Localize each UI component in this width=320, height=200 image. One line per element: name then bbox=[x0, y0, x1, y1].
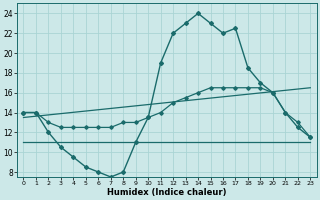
X-axis label: Humidex (Indice chaleur): Humidex (Indice chaleur) bbox=[107, 188, 227, 197]
